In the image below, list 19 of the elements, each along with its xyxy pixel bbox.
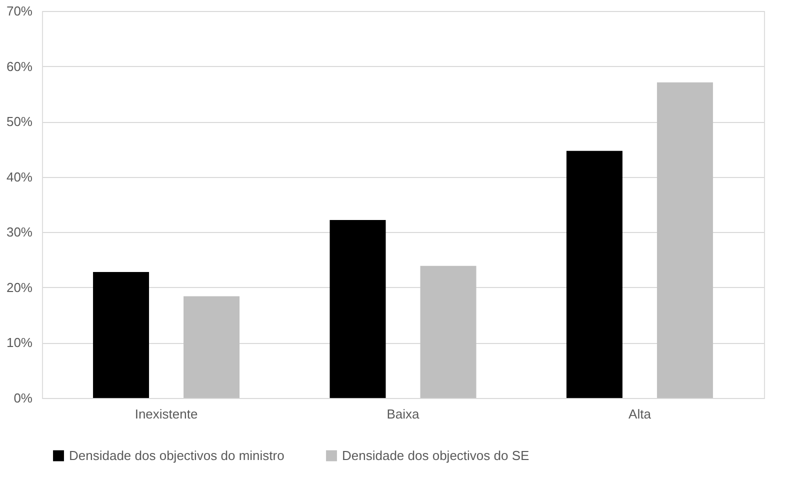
y-tick-label: 50% <box>6 114 33 130</box>
y-tick-label: 70% <box>6 4 33 18</box>
bar <box>420 266 476 398</box>
x-tick-label: Inexistente <box>134 406 198 422</box>
y-tick-label: 20% <box>6 280 33 295</box>
bar <box>656 82 713 398</box>
y-tick-label: 10% <box>6 335 33 350</box>
legend-label: Densidade dos objectivos do ministro <box>69 448 284 463</box>
bar <box>566 150 622 398</box>
x-tick-label: Baixa <box>386 406 420 422</box>
y-tick-label: 0% <box>14 390 33 406</box>
legend-label: Densidade dos objectivos do SE <box>342 448 530 463</box>
y-tick-label: 30% <box>6 224 33 240</box>
bar <box>184 296 240 398</box>
bar <box>330 220 386 398</box>
bar <box>93 272 150 398</box>
y-tick-label: 40% <box>6 169 33 184</box>
y-tick-label: 60% <box>6 58 33 74</box>
x-tick-label: Alta <box>628 406 652 422</box>
